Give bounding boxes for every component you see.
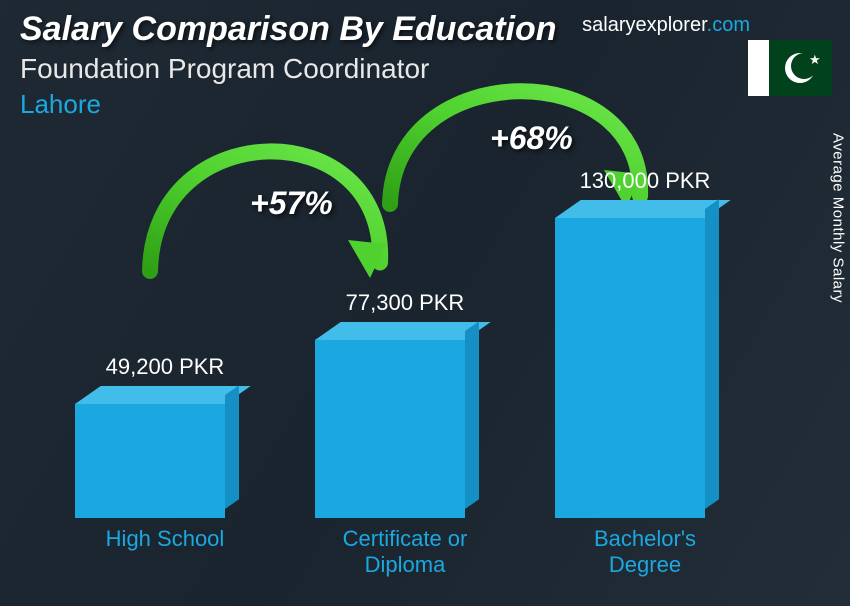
brand-suffix: .com: [707, 14, 750, 36]
brand-name: salaryexplorer: [582, 14, 707, 36]
increase-label: +68%: [490, 120, 573, 157]
bar-chart: 49,200 PKRHigh School77,300 PKRCertifica…: [60, 150, 770, 576]
brand-label: salaryexplorer.com: [582, 14, 750, 37]
bar-value: 130,000 PKR: [545, 168, 745, 194]
increase-label: +57%: [250, 185, 333, 222]
bar-label: Bachelor'sDegree: [545, 526, 745, 579]
bar-group: 130,000 PKRBachelor'sDegree: [540, 218, 720, 518]
bar-label: Certificate orDiploma: [305, 526, 505, 579]
y-axis-label: Average Monthly Salary: [830, 133, 847, 303]
bar-value: 49,200 PKR: [65, 354, 265, 380]
location-label: Lahore: [20, 89, 830, 120]
bar-group: 77,300 PKRCertificate orDiploma: [300, 340, 480, 518]
bar-value: 77,300 PKR: [305, 290, 505, 316]
bar-group: 49,200 PKRHigh School: [60, 404, 240, 518]
bar-label: High School: [65, 526, 265, 552]
job-subtitle: Foundation Program Coordinator: [20, 53, 830, 85]
country-flag-icon: ★: [748, 40, 832, 96]
